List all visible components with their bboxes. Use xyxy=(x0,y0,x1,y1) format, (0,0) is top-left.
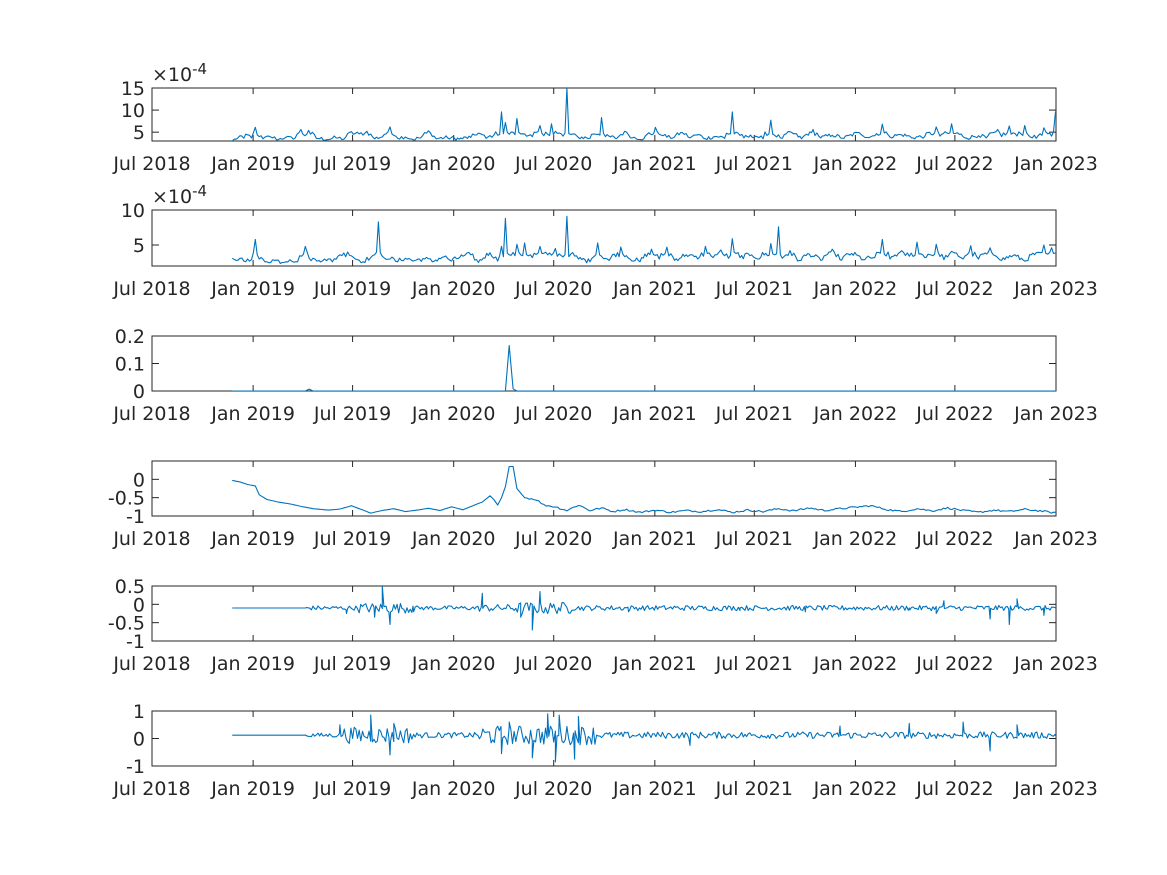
y-tick-label: 15 xyxy=(121,78,145,100)
series-line xyxy=(232,586,1056,631)
x-tick-label: Jan 2019 xyxy=(210,528,295,550)
y-tick-label: -0.5 xyxy=(108,613,145,635)
x-tick-label: Jan 2023 xyxy=(1013,528,1098,550)
x-tick-label: Jul 2020 xyxy=(514,153,592,175)
x-tick-label: Jul 2022 xyxy=(915,403,993,425)
y-tick-label: -1 xyxy=(126,506,145,528)
x-tick-label: Jul 2021 xyxy=(715,403,793,425)
x-tick-label: Jan 2020 xyxy=(411,403,496,425)
series-line xyxy=(232,465,1056,514)
x-tick-label: Jan 2019 xyxy=(210,278,295,300)
series-line xyxy=(231,215,1056,265)
x-tick-label: Jul 2022 xyxy=(915,528,993,550)
x-tick-label: Jul 2020 xyxy=(514,528,592,550)
subplot-4: Jul 2018 Jan 2019 Jul 2019 Jan 2020 Jul 2020… xyxy=(108,460,1098,550)
y-tick-label: 0 xyxy=(133,729,145,751)
y-exponent-label: ×10-4 xyxy=(152,60,207,86)
x-tick-label: Jul 2021 xyxy=(715,153,793,175)
x-tick-label: Jul 2022 xyxy=(915,153,993,175)
x-tick-label: Jul 2019 xyxy=(313,153,391,175)
x-tick-label: Jan 2022 xyxy=(813,653,898,675)
x-tick-label: Jul 2022 xyxy=(915,278,993,300)
x-tick-label: Jan 2023 xyxy=(1013,153,1098,175)
y-tick-label: 10 xyxy=(121,200,145,222)
x-tick-label: Jul 2021 xyxy=(715,653,793,675)
x-tick-label: Jan 2022 xyxy=(813,528,898,550)
x-tick-label: Jul 2018 xyxy=(112,403,190,425)
x-tick-label: Jul 2020 xyxy=(514,278,592,300)
x-tick-label: Jan 2019 xyxy=(210,153,295,175)
series-line xyxy=(232,345,1056,391)
subplot-6: Jul 2018 Jan 2019 Jul 2019 Jan 2020 Jul 2020… xyxy=(112,701,1098,800)
x-tick-label: Jan 2020 xyxy=(411,278,496,300)
axes-box xyxy=(151,209,1057,267)
x-tick-label: Jan 2023 xyxy=(1013,653,1098,675)
x-tick-label: Jan 2022 xyxy=(813,278,898,300)
x-tick-label: Jan 2019 xyxy=(210,778,295,800)
series-line xyxy=(231,88,1056,141)
x-tick-label: Jul 2019 xyxy=(313,278,391,300)
x-tick-label: Jan 2021 xyxy=(612,653,697,675)
subplot-5: Jul 2018 Jan 2019 Jul 2019 Jan 2020 Jul 2020… xyxy=(108,576,1098,675)
y-tick-label: 5 xyxy=(133,122,145,144)
x-tick-label: Jan 2023 xyxy=(1013,403,1098,425)
x-tick-label: Jan 2023 xyxy=(1013,278,1098,300)
x-tick-label: Jan 2020 xyxy=(411,778,496,800)
x-tick-label: Jul 2018 xyxy=(112,778,190,800)
x-tick-label: Jan 2020 xyxy=(411,653,496,675)
axes-box xyxy=(151,87,1057,142)
y-exponent-label: ×10-4 xyxy=(152,182,207,208)
x-tick-label: Jan 2023 xyxy=(1013,778,1098,800)
x-tick-label: Jan 2021 xyxy=(612,278,697,300)
y-tick-label: 0 xyxy=(133,469,145,491)
subplot-3: Jul 2018 Jan 2019 Jul 2019 Jan 2020 Jul 2020… xyxy=(112,326,1098,425)
x-tick-label: Jul 2022 xyxy=(915,778,993,800)
x-tick-label: Jan 2020 xyxy=(411,153,496,175)
y-tick-label: 10 xyxy=(121,100,145,122)
axes-box xyxy=(151,335,1057,392)
x-tick-label: Jan 2021 xyxy=(612,778,697,800)
x-tick-label: Jul 2018 xyxy=(112,528,190,550)
y-tick-label: 1 xyxy=(133,701,145,723)
y-tick-label: 0.2 xyxy=(115,326,145,348)
x-tick-label: Jan 2022 xyxy=(813,778,898,800)
x-tick-label: Jul 2019 xyxy=(313,528,391,550)
x-tick-label: Jan 2021 xyxy=(612,528,697,550)
x-tick-label: Jul 2021 xyxy=(715,278,793,300)
subplot-1: Jul 2018 Jan 2019 Jul 2019 Jan 2020 Jul 2020… xyxy=(112,60,1098,175)
x-tick-label: Jul 2019 xyxy=(313,778,391,800)
x-tick-label: Jul 2019 xyxy=(313,403,391,425)
x-tick-label: Jul 2018 xyxy=(112,653,190,675)
x-tick-label: Jul 2022 xyxy=(915,653,993,675)
x-tick-label: Jul 2018 xyxy=(112,278,190,300)
y-tick-label: 0.5 xyxy=(115,576,145,598)
x-tick-label: Jan 2020 xyxy=(411,528,496,550)
axes-box xyxy=(151,710,1057,767)
y-tick-label: 0 xyxy=(133,381,145,403)
y-tick-label: -1 xyxy=(126,756,145,778)
x-tick-label: Jan 2019 xyxy=(210,403,295,425)
subplot-2: Jul 2018 Jan 2019 Jul 2019 Jan 2020 Jul 2020… xyxy=(112,182,1098,300)
y-tick-label: -0.5 xyxy=(108,488,145,510)
series-line xyxy=(232,713,1056,763)
x-tick-label: Jan 2022 xyxy=(813,153,898,175)
y-tick-label: 5 xyxy=(133,235,145,257)
x-tick-label: Jan 2021 xyxy=(612,403,697,425)
x-tick-label: Jul 2018 xyxy=(112,153,190,175)
y-tick-label: -1 xyxy=(126,631,145,653)
x-tick-label: Jul 2019 xyxy=(313,653,391,675)
x-tick-label: Jul 2021 xyxy=(715,528,793,550)
x-tick-label: Jul 2020 xyxy=(514,653,592,675)
x-tick-label: Jan 2021 xyxy=(612,153,697,175)
axes-box xyxy=(151,585,1057,642)
y-tick-label: 0 xyxy=(133,594,145,616)
y-tick-label: 0.1 xyxy=(115,354,145,376)
x-tick-label: Jan 2019 xyxy=(210,653,295,675)
x-tick-label: Jul 2020 xyxy=(514,403,592,425)
x-tick-label: Jul 2020 xyxy=(514,778,592,800)
x-tick-label: Jul 2021 xyxy=(715,778,793,800)
x-tick-label: Jan 2022 xyxy=(813,403,898,425)
